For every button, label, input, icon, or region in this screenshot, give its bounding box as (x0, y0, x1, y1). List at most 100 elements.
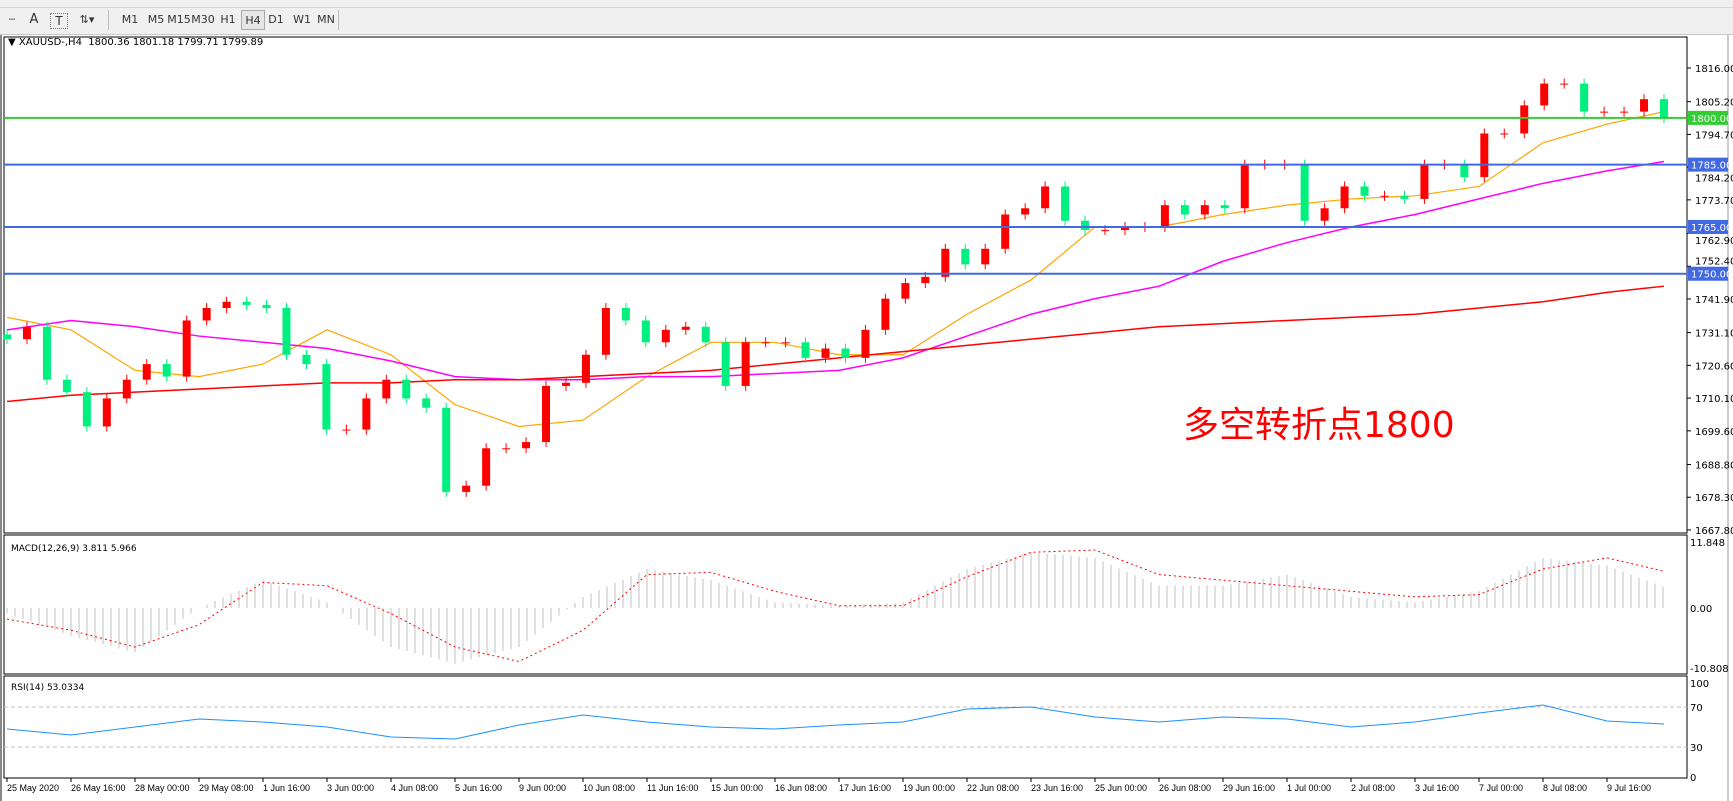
time-axis-label: 1 Jun 16:00 (263, 783, 310, 793)
candle-bullish (861, 329, 870, 358)
level-price-tag (1688, 219, 1728, 234)
rsi-line (6, 704, 1665, 740)
timeframe-w1-button[interactable]: W1 (293, 13, 311, 26)
moving-average-line-2 (6, 160, 1665, 381)
moving-average-line-1 (6, 111, 1665, 428)
symbol-label: XAUUSD-,H4 (18, 37, 82, 48)
candle-bullish (681, 326, 690, 330)
price-axis-label: 1741.90 (1695, 295, 1733, 306)
period-separator-icon[interactable]: ┄ (8, 13, 16, 26)
time-axis-label: 29 May 08:00 (199, 783, 254, 793)
text-label-icon[interactable]: T (50, 13, 68, 29)
candle-bullish (502, 448, 511, 450)
candle-bullish (542, 385, 551, 443)
candle-bearish (1180, 205, 1189, 215)
candle-bearish (302, 354, 311, 365)
candle-bullish (142, 364, 151, 380)
candle-bullish (182, 320, 191, 377)
timeframe-m30-button[interactable]: M30 (191, 13, 215, 26)
candle-bullish (342, 429, 351, 431)
price-axis-label: 1794.70 (1695, 130, 1733, 141)
price-axis-label: 1731.10 (1695, 329, 1733, 340)
timeframe-h4-button[interactable]: H4 (241, 10, 265, 30)
candle-bearish (262, 304, 271, 309)
timeframe-h1-button[interactable]: H1 (220, 13, 236, 26)
price-axis-label: 1752.40 (1695, 257, 1733, 268)
chart-header: ▼ XAUUSD-,H4 1800.36 1801.18 1799.71 179… (8, 37, 263, 48)
candle-bullish (122, 379, 131, 399)
rsi-title: RSI(14) 53.0334 (11, 683, 84, 693)
macd-title: MACD(12,26,9) 3.811 5.966 (11, 544, 137, 554)
collapse-triangle-icon[interactable]: ▼ (8, 37, 16, 48)
candle-bullish (382, 379, 391, 399)
timeframe-m5-button[interactable]: M5 (147, 13, 165, 26)
time-axis-label: 25 May 2020 (7, 783, 59, 793)
time-axis-label: 11 Jun 16:00 (647, 783, 698, 793)
time-axis-label: 26 May 16:00 (71, 783, 126, 793)
price-axis-label: 1805.20 (1695, 98, 1733, 109)
time-axis-label: 26 Jun 08:00 (1159, 783, 1211, 793)
time-axis-label: 15 Jun 00:00 (711, 783, 763, 793)
macd-axis-label: -10.808 (1690, 664, 1729, 675)
timeframe-m15-button[interactable]: M15 (167, 13, 191, 26)
candle-bullish (102, 398, 111, 427)
candle-bullish (1500, 133, 1509, 135)
candle-bullish (1340, 186, 1349, 209)
candle-bearish (422, 398, 431, 408)
arrows-icon[interactable]: ⇅▾ (79, 13, 95, 26)
price-axis-label: 1678.30 (1695, 493, 1733, 504)
macd-axis-label: 11.848 (1690, 538, 1725, 549)
candle-bullish (522, 442, 531, 449)
candle-bullish (821, 348, 830, 358)
candle-bearish (1081, 220, 1090, 231)
price-axis-label: 1667.80 (1695, 526, 1733, 537)
chart-canvas[interactable]: 1816.00 1805.20 1794.70 1784.20 1773.70 1762.… (2, 35, 1733, 801)
time-axis-label: 4 Jun 08:00 (391, 783, 438, 793)
candle-bullish (22, 326, 31, 340)
candle-bearish (1660, 99, 1668, 119)
time-axis-label: 29 Jun 16:00 (1223, 783, 1275, 793)
price-axis-label: 1710.10 (1695, 394, 1733, 405)
time-axis-label: 8 Jul 08:00 (1543, 783, 1587, 793)
candle-bullish (1041, 186, 1050, 209)
time-axis-label: 2 Jul 08:00 (1351, 783, 1395, 793)
time-axis-label: 3 Jul 16:00 (1415, 783, 1459, 793)
candle-bearish (1220, 205, 1229, 209)
candle-bullish (1620, 111, 1629, 113)
price-axis-label: 1816.00 (1695, 64, 1733, 75)
time-axis-label: 22 Jun 08:00 (967, 783, 1019, 793)
candle-bullish (781, 342, 790, 344)
candle-bullish (1101, 230, 1110, 232)
candle-bullish (761, 342, 770, 344)
level-price-label: 1765.00 (1691, 223, 1732, 234)
candle-bearish (721, 342, 730, 386)
rsi-axis-label: 0 (1690, 773, 1696, 784)
candle-bearish (3, 334, 11, 340)
time-axis-label: 5 Jun 16:00 (455, 783, 502, 793)
candle-bullish (1200, 205, 1209, 215)
candle-bearish (961, 248, 970, 265)
level-price-tag (1688, 157, 1728, 172)
text-icon[interactable]: A (29, 12, 39, 27)
rsi-axis-label: 30 (1690, 743, 1703, 754)
chart-window[interactable]: 1816.00 1805.20 1794.70 1784.20 1773.70 1762.… (0, 35, 1733, 801)
timeframe-mn-button[interactable]: MN (317, 13, 335, 26)
timeframe-m1-button[interactable]: M1 (121, 13, 139, 26)
candle-bullish (561, 382, 570, 386)
timeframe-d1-button[interactable]: D1 (268, 13, 284, 26)
candle-bearish (1300, 164, 1309, 221)
time-axis-label: 3 Jun 00:00 (327, 783, 374, 793)
candle-bullish (1540, 83, 1549, 106)
candle-bearish (82, 392, 91, 427)
candle-bearish (1061, 186, 1070, 221)
candle-bearish (1400, 195, 1409, 199)
candle-bearish (162, 364, 171, 377)
price-axis-label: 1688.80 (1695, 460, 1733, 471)
candle-bearish (1580, 83, 1589, 112)
price-axis-label: 1762.90 (1695, 236, 1733, 247)
time-axis-label: 16 Jun 08:00 (775, 783, 827, 793)
rsi-panel-frame (3, 675, 1688, 779)
time-axis-label: 23 Jun 16:00 (1031, 783, 1083, 793)
separator (108, 10, 109, 30)
candle-bearish (62, 379, 71, 393)
